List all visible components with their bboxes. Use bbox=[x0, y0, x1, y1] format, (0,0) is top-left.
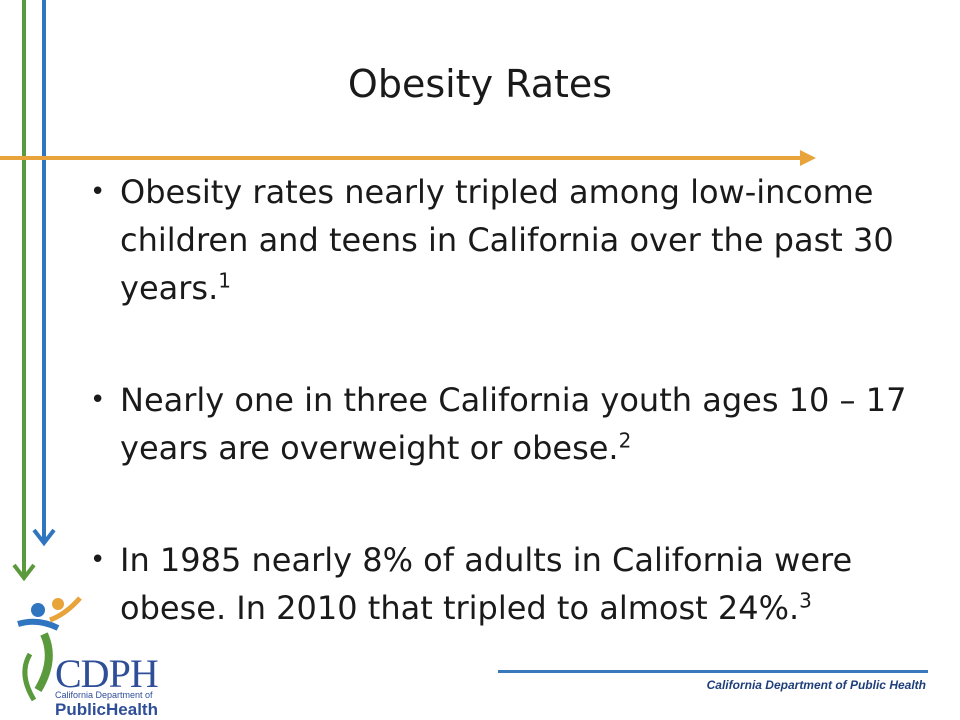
footnote-ref: 1 bbox=[218, 268, 231, 293]
bullet-dot: • bbox=[90, 177, 106, 207]
logo-public-health: PublicHealth bbox=[55, 700, 158, 720]
bullet-list: • Obesity rates nearly tripled among low… bbox=[90, 168, 950, 632]
footer-text: California Department of Public Health bbox=[706, 678, 926, 692]
blue-down-arrow-icon bbox=[32, 0, 56, 547]
bullet-item: • In 1985 nearly 8% of adults in Califor… bbox=[90, 536, 950, 632]
logo-public: Public bbox=[55, 700, 107, 719]
green-down-arrow-icon bbox=[12, 0, 36, 582]
footnote-ref: 3 bbox=[799, 588, 812, 613]
cdph-logo-icon bbox=[17, 596, 82, 702]
bullet-item: • Nearly one in three California youth a… bbox=[90, 376, 950, 472]
logo-health: Health bbox=[106, 700, 158, 719]
bullet-text: Nearly one in three California youth age… bbox=[120, 381, 907, 467]
logo-subtitle: California Department of bbox=[55, 690, 153, 700]
bullet-text: Obesity rates nearly tripled among low-i… bbox=[120, 173, 894, 307]
footer-divider bbox=[498, 670, 928, 673]
logo-wordmark: CDPH bbox=[55, 651, 159, 696]
bullet-item: • Obesity rates nearly tripled among low… bbox=[90, 168, 950, 312]
bullet-dot: • bbox=[90, 545, 106, 575]
footnote-ref: 2 bbox=[618, 428, 632, 453]
bullet-dot: • bbox=[90, 385, 106, 415]
slide-title: Obesity Rates bbox=[347, 62, 613, 106]
bullet-text: In 1985 nearly 8% of adults in Californi… bbox=[120, 541, 853, 627]
orange-right-arrow-icon bbox=[0, 150, 816, 166]
